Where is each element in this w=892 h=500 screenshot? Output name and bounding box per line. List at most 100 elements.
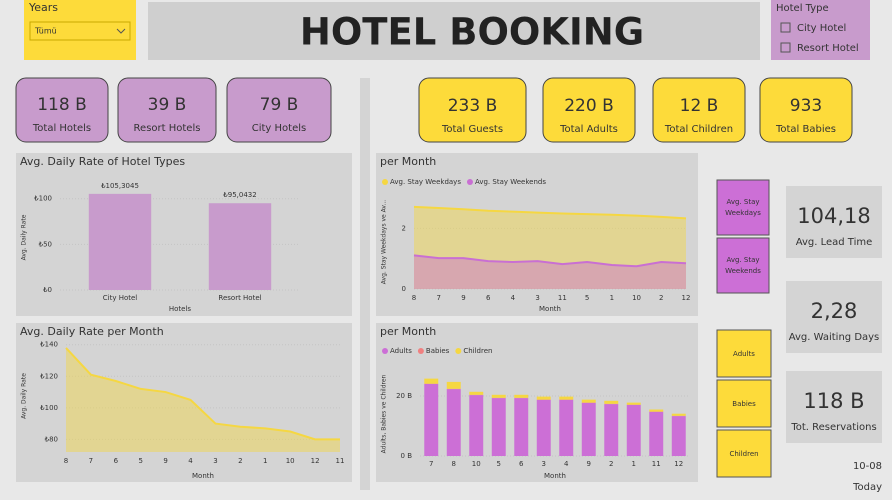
x-tick-label: 4	[564, 460, 569, 468]
bar-segment	[581, 399, 596, 403]
x-tick-label: 4	[511, 294, 516, 302]
kpi-value: 118 B	[37, 95, 87, 115]
bar-segment	[469, 391, 484, 395]
year-dropdown[interactable]	[29, 21, 131, 41]
x-tick-label: 9	[587, 460, 591, 468]
x-tick-label: 3	[535, 294, 539, 302]
option-label: City Hotel	[797, 23, 846, 34]
y-tick-label: ₺80	[45, 435, 58, 443]
bar-segment	[446, 381, 461, 389]
checkbox[interactable]	[780, 22, 791, 33]
y-tick-label: ₺140	[40, 341, 58, 349]
x-tick-label: 8	[452, 460, 456, 468]
dropdown-caret	[116, 28, 126, 34]
x-tick-label: 3	[213, 457, 217, 465]
option-label: Resort Hotel	[797, 43, 859, 54]
x-axis-label: Month	[539, 305, 561, 313]
x-tick-label: 8	[412, 294, 416, 302]
x-tick-label: 2	[659, 294, 663, 302]
header	[148, 2, 760, 60]
bar-segment	[671, 413, 686, 416]
y-tick-label: ₺100	[34, 195, 52, 203]
chart-title: per Month	[380, 325, 436, 338]
kpi-label: Total Hotels	[32, 123, 91, 134]
stay-button[interactable]	[716, 179, 770, 236]
chart-panel	[16, 323, 352, 482]
card	[786, 186, 882, 258]
x-tick-label: 11	[336, 457, 345, 465]
x-tick-label: 7	[436, 294, 440, 302]
filter-title: Years	[28, 1, 58, 14]
y-axis-label: Adults, Babies ve Children	[381, 374, 388, 453]
x-axis-label: Month	[544, 472, 566, 480]
x-tick-label: 6	[486, 294, 491, 302]
x-tick-label: 5	[497, 460, 501, 468]
legend-marker	[382, 348, 388, 354]
bar-segment	[559, 396, 574, 400]
legend-label: Adults	[390, 347, 412, 355]
bar-segment	[469, 395, 484, 456]
card-label: Avg. Waiting Days	[789, 332, 880, 343]
bar-segment	[424, 378, 439, 384]
kpi-value: 79 B	[260, 95, 299, 115]
x-tick-label: 1	[610, 294, 614, 302]
kpi-tile	[652, 77, 746, 143]
card	[786, 371, 882, 443]
card-value: 104,18	[797, 204, 870, 228]
kpi-value: 39 B	[148, 95, 187, 115]
legend-marker	[382, 179, 388, 185]
x-tick-label: 2	[238, 457, 242, 465]
y-axis-label: Avg. Daily Rate	[21, 214, 28, 260]
line	[413, 254, 687, 268]
x-tick-label: 4	[188, 457, 193, 465]
x-axis-label: Hotels	[169, 305, 192, 313]
card-value: 2,28	[811, 299, 858, 323]
x-tick-label: 11	[558, 294, 567, 302]
data-label: ₺105,3045	[101, 182, 139, 190]
y-tick-label: 0	[402, 285, 406, 293]
stay-button[interactable]	[716, 237, 770, 294]
card-value: 118 B	[803, 389, 864, 413]
kpi-label: Total Guests	[441, 124, 503, 135]
bar-segment	[491, 398, 506, 456]
y-tick-label: 0 B	[401, 452, 413, 460]
bar-segment	[559, 399, 574, 456]
bar-segment	[649, 411, 664, 456]
bar	[208, 203, 272, 290]
x-tick-label: 10	[472, 460, 481, 468]
area	[414, 255, 686, 289]
x-tick-label: 10	[632, 294, 641, 302]
y-tick-label: ₺50	[39, 240, 52, 248]
x-tick-label: 2	[609, 460, 613, 468]
kpi-tile	[15, 77, 109, 143]
button-label: Adults	[733, 350, 755, 358]
bar-segment	[446, 389, 461, 456]
chart-title: Avg. Daily Rate per Month	[20, 325, 164, 338]
kpi-label: Total Adults	[559, 124, 618, 135]
legend-marker	[417, 348, 424, 354]
data-label: ₺95,0432	[223, 191, 256, 199]
kpi-value: 220 B	[564, 96, 614, 116]
button-label: Babies	[732, 400, 756, 408]
legend-label: Children	[463, 347, 492, 355]
x-tick-label: 9	[461, 294, 465, 302]
header-title: HOTEL BOOKING	[300, 11, 644, 54]
legend-label: Avg. Stay Weekdays	[390, 178, 461, 186]
checkbox[interactable]	[780, 42, 791, 53]
legend-label: Babies	[426, 347, 450, 355]
x-tick-label: 6	[114, 457, 119, 465]
legend-label: Avg. Stay Weekends	[475, 178, 546, 186]
kpi-tile	[542, 77, 636, 143]
x-tick-label: 3	[542, 460, 546, 468]
x-tick-label: 10	[286, 457, 295, 465]
x-tick-label: 8	[64, 457, 68, 465]
bar-segment	[536, 396, 551, 400]
x-tick-label: 12	[682, 294, 691, 302]
guest-button[interactable]	[716, 379, 772, 428]
bar-segment	[581, 402, 596, 456]
x-tick-label: City Hotel	[103, 294, 138, 302]
bar-segment	[626, 402, 641, 405]
guest-button[interactable]	[716, 429, 772, 478]
guest-button[interactable]	[716, 329, 772, 378]
